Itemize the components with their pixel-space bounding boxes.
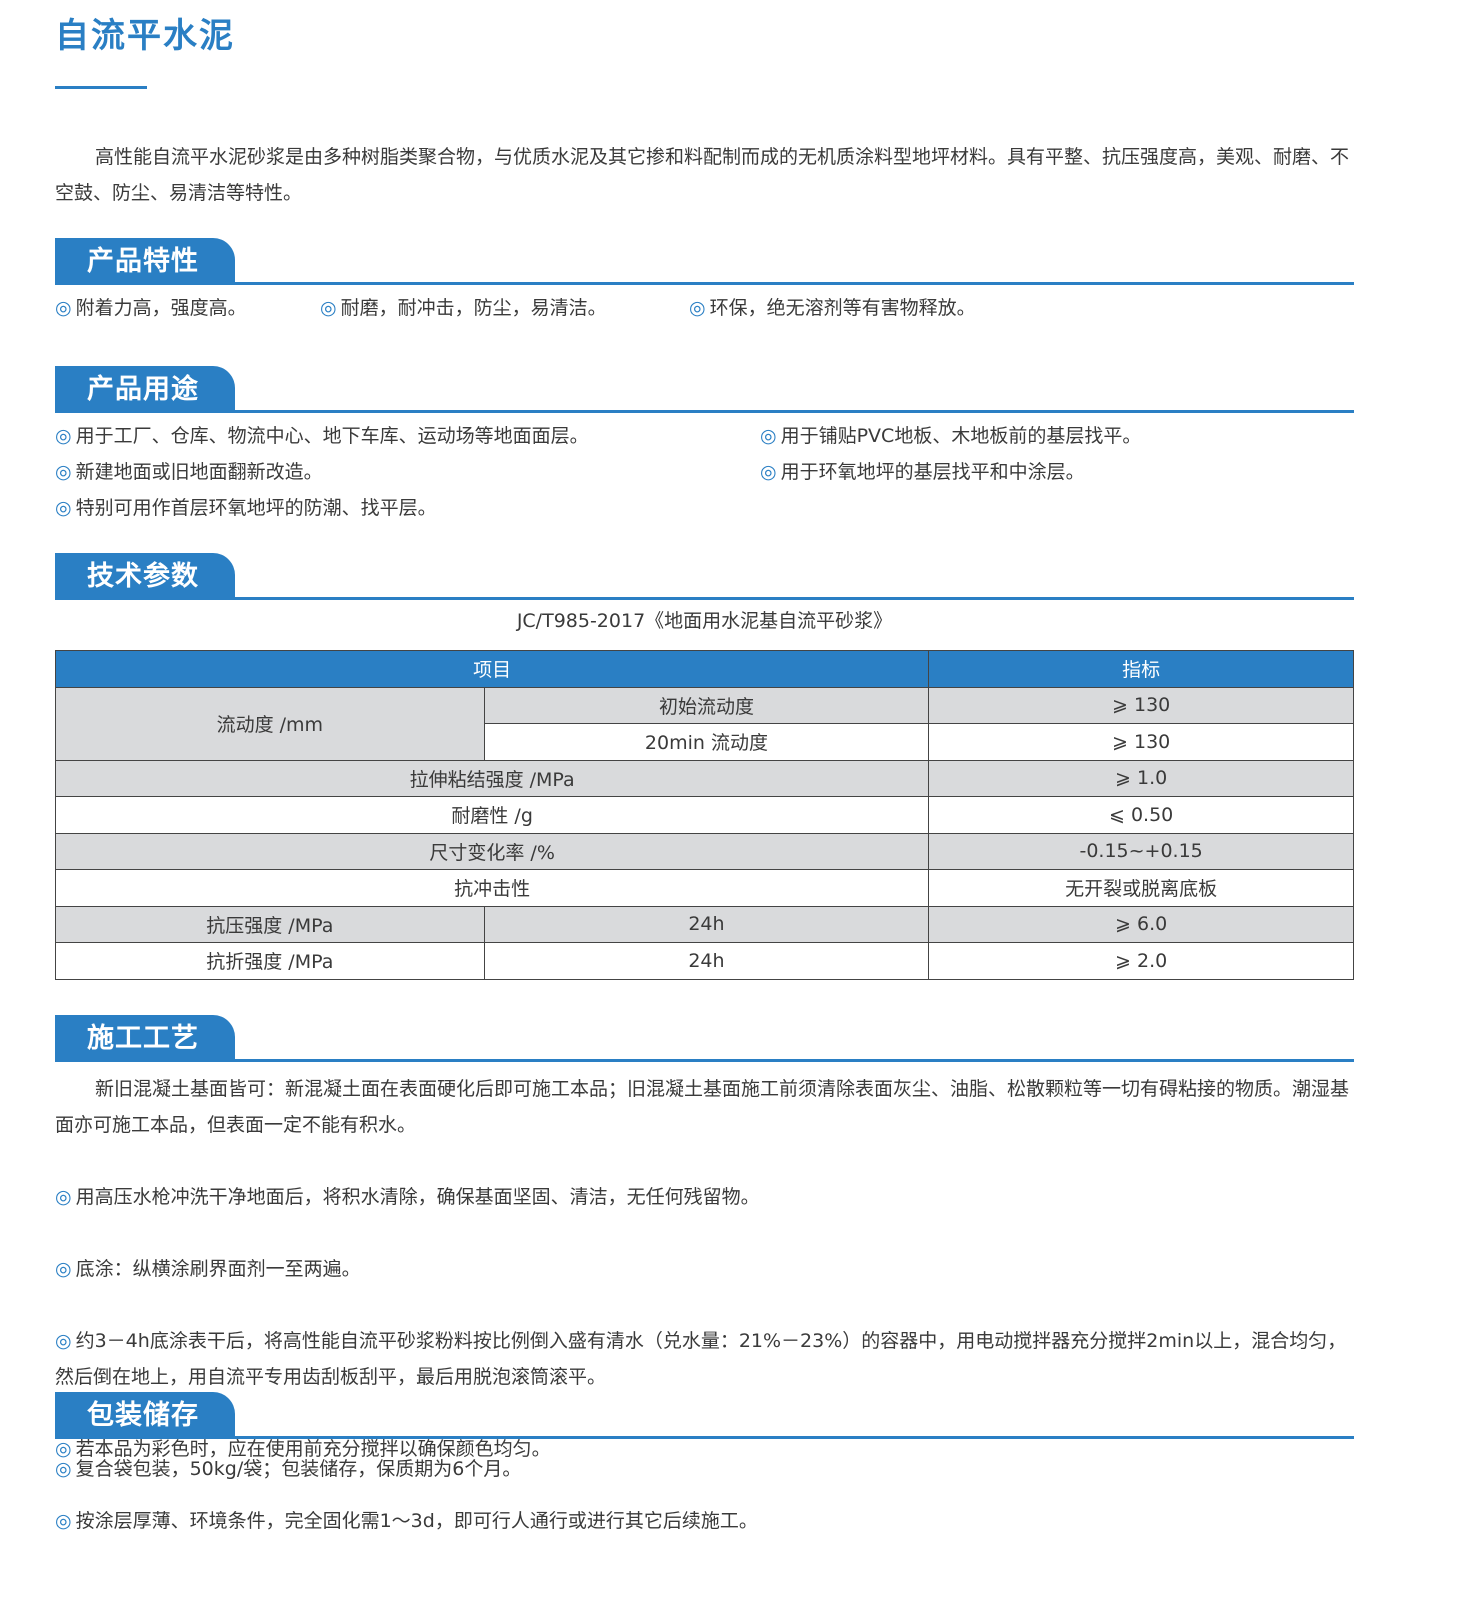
divider [55,1059,1354,1062]
circle-bullet-icon: ◎ [320,297,337,319]
process-intro: 新旧混凝土基面皆可：新混凝土面在表面硬化后即可施工本品；旧混凝土基面施工前须清除… [55,1078,1350,1136]
list-item: ◎ 用高压水枪冲洗干净地面后，将积水清除，确保基面坚固、清洁，无任何残留物。 [55,1186,760,1208]
table-row: 抗压强度 /MPa 24h ⩾ 6.0 [55,905,1354,943]
header-item: 项目 [54,650,930,688]
circle-bullet-icon: ◎ [55,1438,72,1460]
circle-bullet-icon: ◎ [55,461,72,483]
section-features-header: 产品特性 [55,238,1354,285]
table-row: 尺寸变化率 /% -0.15~+0.15 [54,832,1354,870]
list-item: ◎ 约3－4h底涂表干后，将高性能自流平砂浆粉料按比例倒入盛有清水（兑水量：21%… [55,1330,1347,1388]
table-row: 抗折强度 /MPa 24h ⩾ 2.0 [55,942,1354,980]
list-item: ◎ 复合袋包装，50kg/袋；包装储存，保质期为6个月。 [55,1458,522,1480]
table-row: 流动度 /mm 初始流动度 ⩾ 130 [55,686,1354,761]
page-title: 自流平水泥 [55,16,235,56]
process-list: ◎ 用高压水枪冲洗干净地面后，将积水清除，确保基面坚固、清洁，无任何残留物。 ◎ 底… [55,1143,1355,1575]
section-uses-header: 产品用途 [55,366,1354,413]
list-item: ◎ 按涂层厚薄、环境条件，完全固化需1～3d，即可行人通行或进行其它后续施工。 [55,1510,758,1532]
table-header: 项目 指标 [54,650,1354,688]
list-item: ◎ 用于工厂、仓库、物流中心、地下车库、运动场等地面面层。 [55,425,589,447]
circle-bullet-icon: ◎ [760,461,777,483]
divider [55,1436,1354,1439]
table-row: 拉伸粘结强度 /MPa ⩾ 1.0 [54,759,1354,797]
circle-bullet-icon: ◎ [760,425,777,447]
params-table: 项目 指标 流动度 /mm 初始流动度 ⩾ 130 20min 流动度 ⩾ 130 拉伸… [54,650,1354,980]
intro-paragraph: 高性能自流平水泥砂浆是由多种树脂类聚合物，与优质水泥及其它掺和料配制而成的无机质… [55,146,1350,204]
circle-bullet-icon: ◎ [55,1330,72,1352]
list-item: ◎ 用于环氧地坪的基层找平和中涂层。 [760,461,1085,483]
circle-bullet-icon: ◎ [55,425,72,447]
table-row: 20min 流动度 ⩾ 130 [56,723,1354,761]
circle-bullet-icon: ◎ [55,497,72,519]
list-item: ◎ 若本品为彩色时，应在使用前充分搅拌以确保颜色均匀。 [55,1438,551,1460]
divider [55,282,1354,285]
section-process-header: 施工工艺 [55,1015,1354,1062]
section-title: 包装储存 [55,1392,235,1438]
circle-bullet-icon: ◎ [55,297,72,319]
table-row: 耐磨性 /g ⩽ 0.50 [54,796,1354,834]
divider [55,597,1354,600]
table-row: 抗冲击性 无开裂或脱离底板 [54,869,1354,907]
section-title: 施工工艺 [55,1015,235,1061]
circle-bullet-icon: ◎ [55,1186,72,1208]
circle-bullet-icon: ◎ [55,1258,72,1280]
section-params-header: 技术参数 [55,553,1354,600]
section-title: 产品用途 [55,366,235,412]
title-underline [55,86,147,89]
circle-bullet-icon: ◎ [55,1510,72,1532]
header-value: 指标 [928,650,1354,688]
list-item: ◎ 用于铺贴PVC地板、木地板前的基层找平。 [760,425,1142,447]
section-title: 产品特性 [55,238,235,284]
list-item: ◎ 附着力高，强度高。 [55,297,247,319]
list-item: ◎ 耐磨，耐冲击，防尘，易清洁。 [320,297,607,319]
list-item: ◎ 新建地面或旧地面翻新改造。 [55,461,323,483]
list-item: ◎ 特别可用作首层环氧地坪的防潮、找平层。 [55,497,437,519]
section-title: 技术参数 [55,553,235,599]
list-item: ◎ 底涂：纵横涂刷界面剂一至两遍。 [55,1258,361,1280]
circle-bullet-icon: ◎ [55,1458,72,1480]
list-item: ◎ 环保，绝无溶剂等有害物释放。 [689,297,976,319]
circle-bullet-icon: ◎ [689,297,706,319]
standard-caption: JC/T985-2017《地面用水泥基自流平砂浆》 [516,610,893,632]
section-storage-header: 包装储存 [55,1392,1354,1439]
divider [55,410,1354,413]
